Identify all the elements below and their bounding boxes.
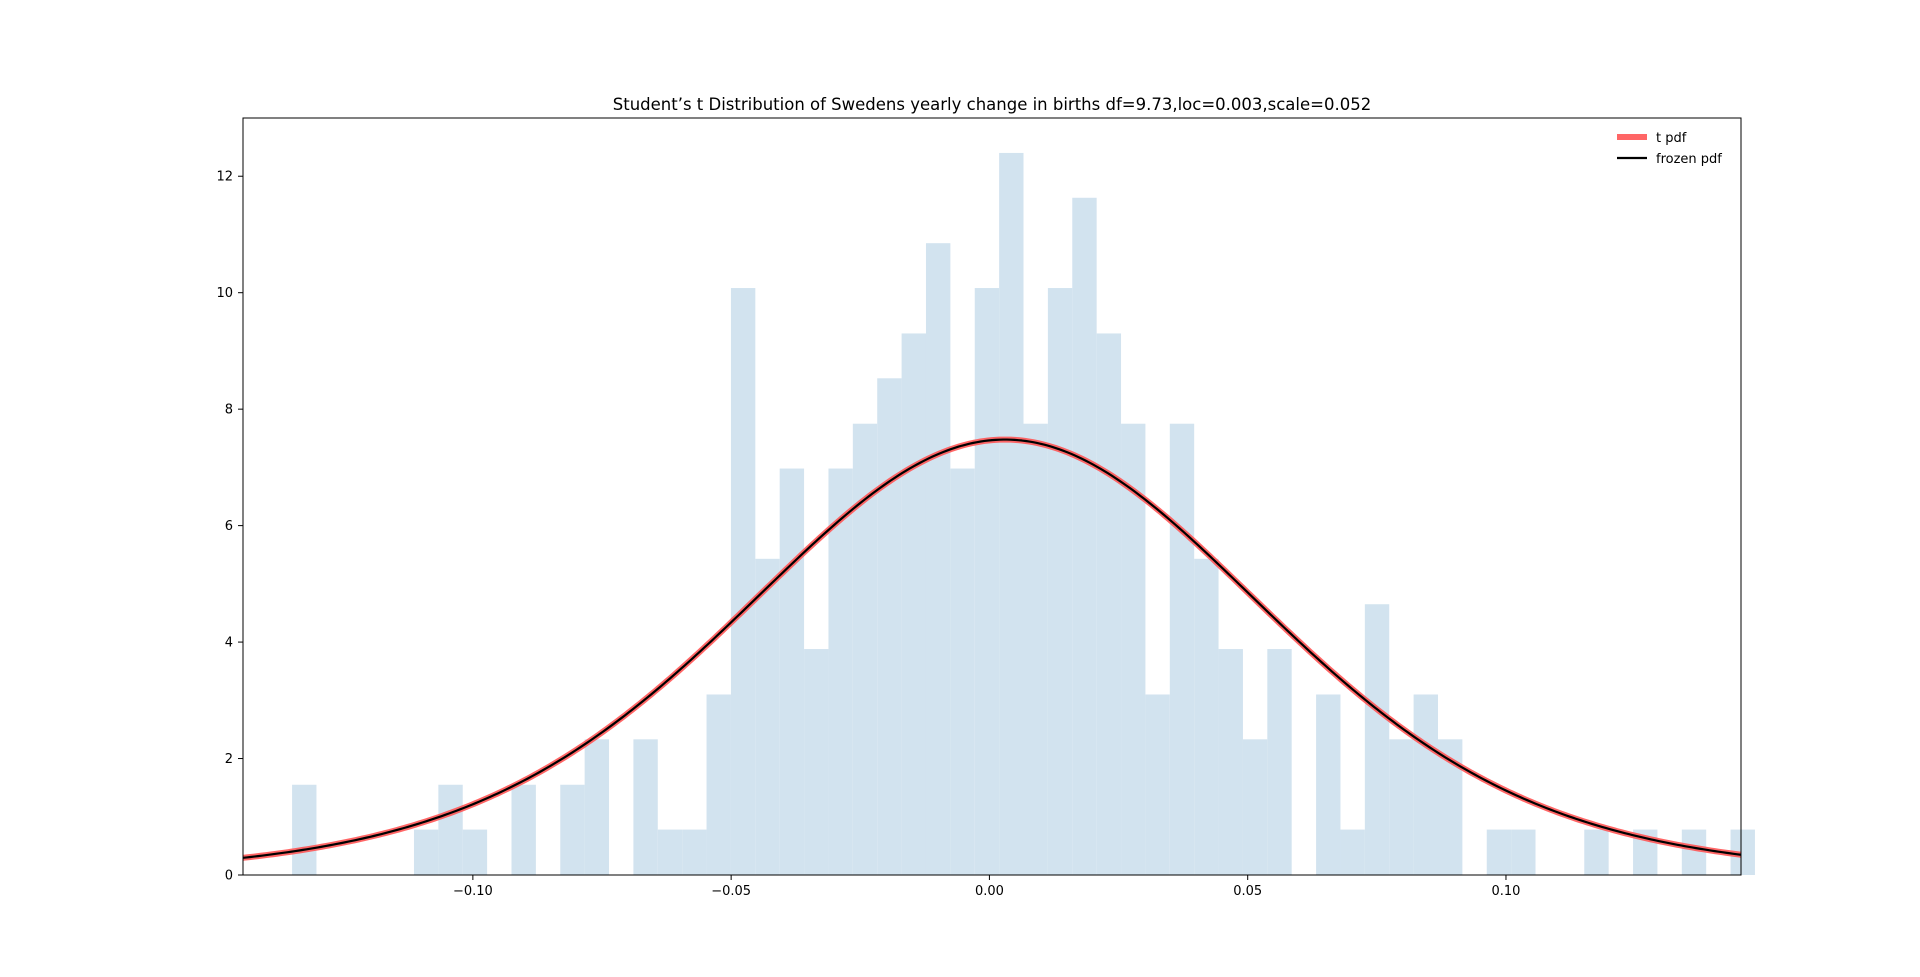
legend-label: t pdf: [1656, 131, 1687, 146]
histogram-bar: [1316, 694, 1341, 875]
histogram-bar: [901, 333, 926, 875]
plot-area-frame: [242, 117, 1742, 876]
histogram-bar: [657, 829, 683, 875]
x-tick-label: 0.05: [1233, 884, 1262, 899]
x-tick-label: −0.05: [711, 884, 751, 899]
y-tick-label: 6: [225, 519, 233, 534]
histogram-bar: [779, 468, 805, 875]
histogram-bar: [1681, 829, 1707, 875]
histogram-bar: [1145, 694, 1170, 875]
histogram-bar: [828, 468, 853, 875]
chart-title: Student’s t Distribution of Swedens year…: [613, 95, 1371, 114]
histogram-bar: [1242, 739, 1268, 875]
histogram-bar: [1023, 423, 1048, 875]
histogram-bar: [511, 784, 536, 875]
histogram-bar: [584, 739, 610, 875]
histogram-bar: [633, 739, 658, 875]
histogram-bar: [560, 784, 585, 875]
histogram-bar: [1584, 829, 1609, 875]
histogram-bar: [1194, 558, 1219, 875]
histogram-bar: [974, 288, 1000, 876]
x-axis: −0.10 −0.05 0.00 0.05 0.10: [453, 875, 1520, 899]
y-axis: 0 2 4 6 8 10 12: [216, 170, 243, 884]
legend: t pdf frozen pdf: [1617, 131, 1722, 167]
histogram-bar: [292, 784, 317, 875]
histogram-bar: [804, 649, 829, 875]
histogram-bar: [1218, 649, 1243, 875]
histogram-bar: [925, 243, 951, 875]
histogram-bar: [1340, 829, 1365, 875]
y-tick-label: 12: [216, 170, 233, 185]
histogram-bars: [292, 152, 1755, 876]
x-tick-label: 0.00: [975, 884, 1004, 899]
x-tick-label: 0.10: [1491, 884, 1520, 899]
y-tick-label: 8: [225, 403, 233, 418]
histogram-bar: [1072, 197, 1097, 876]
y-tick-label: 4: [225, 636, 233, 651]
pdf-curves: [242, 436, 1742, 861]
histogram-bar: [682, 829, 707, 875]
y-tick-label: 2: [225, 752, 233, 767]
pdf-line-frozen-pdf: [242, 438, 1742, 859]
histogram-bar: [877, 378, 902, 875]
histogram-bar: [413, 829, 439, 875]
histogram-bar: [999, 152, 1024, 875]
histogram-bar: [1267, 649, 1292, 875]
histogram-bar: [1413, 694, 1438, 875]
x-tick-label: −0.10: [453, 884, 493, 899]
legend-label: frozen pdf: [1656, 152, 1722, 167]
histogram-bar: [730, 288, 756, 876]
histogram-bar: [755, 558, 780, 875]
histogram-bar: [462, 829, 488, 875]
histogram-bar: [1364, 604, 1390, 875]
histogram-bar: [438, 784, 463, 875]
histogram-bar: [1047, 288, 1073, 876]
histogram-bar: [1389, 739, 1414, 875]
histogram-bar: [1096, 333, 1122, 875]
histogram-bar: [1169, 423, 1195, 875]
histogram-bar: [706, 694, 731, 875]
y-tick-label: 10: [216, 286, 233, 301]
histogram-bar: [1511, 829, 1536, 875]
y-tick-label: 0: [225, 869, 233, 884]
histogram-bar: [950, 468, 975, 875]
histogram-bar: [1486, 829, 1512, 875]
